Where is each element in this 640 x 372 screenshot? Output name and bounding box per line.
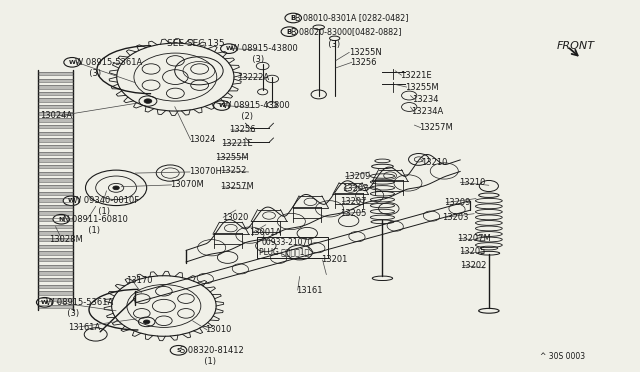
- Text: (3): (3): [62, 309, 79, 318]
- Circle shape: [221, 44, 237, 54]
- Circle shape: [36, 298, 53, 307]
- Circle shape: [281, 27, 298, 36]
- Text: 13020: 13020: [222, 213, 248, 222]
- Text: 13070M: 13070M: [170, 180, 204, 189]
- Text: S 08320-81412: S 08320-81412: [180, 346, 244, 355]
- Text: 13234A: 13234A: [411, 107, 444, 116]
- Text: 13001A: 13001A: [248, 228, 281, 237]
- Circle shape: [64, 58, 81, 67]
- Text: (1): (1): [83, 226, 100, 235]
- Text: W 08915-43800: W 08915-43800: [223, 101, 290, 110]
- Text: N: N: [59, 217, 64, 222]
- Text: 00933-21070: 00933-21070: [261, 238, 312, 247]
- Text: (3): (3): [323, 41, 340, 49]
- Text: B 08010-8301A [0282-0482]: B 08010-8301A [0282-0482]: [294, 13, 408, 22]
- Text: ^ 30S 0003: ^ 30S 0003: [540, 352, 585, 361]
- Text: 13207M: 13207M: [457, 234, 491, 243]
- Text: 13070H: 13070H: [189, 167, 222, 176]
- Text: 13201: 13201: [321, 255, 348, 264]
- Text: B 08020-83000[0482-0882]: B 08020-83000[0482-0882]: [291, 27, 402, 36]
- Text: W 08915-5361A: W 08915-5361A: [75, 58, 142, 67]
- Text: W: W: [225, 46, 232, 51]
- Text: W: W: [218, 103, 225, 108]
- Text: 13221E: 13221E: [399, 71, 431, 80]
- Text: 13205: 13205: [340, 209, 367, 218]
- Text: 13222A: 13222A: [237, 73, 269, 81]
- Text: 13205: 13205: [459, 247, 485, 256]
- Circle shape: [113, 186, 119, 190]
- Text: B: B: [291, 15, 296, 21]
- Circle shape: [285, 13, 301, 23]
- Text: 13255N: 13255N: [349, 48, 381, 57]
- Circle shape: [170, 346, 187, 355]
- Text: 13255M: 13255M: [404, 83, 438, 92]
- Text: W 08915-43800: W 08915-43800: [231, 44, 298, 53]
- Text: 13210: 13210: [420, 157, 447, 167]
- Text: 13257M: 13257M: [419, 123, 452, 132]
- Text: 13209: 13209: [344, 172, 371, 181]
- Text: B: B: [287, 29, 292, 35]
- Text: 13234: 13234: [412, 95, 439, 104]
- Text: W 09340-0010F: W 09340-0010F: [74, 196, 140, 205]
- Circle shape: [53, 214, 70, 224]
- Text: 13024: 13024: [189, 135, 216, 144]
- Text: (3): (3): [246, 55, 264, 64]
- Text: 13256: 13256: [230, 125, 256, 134]
- Text: W: W: [68, 198, 75, 203]
- Text: 13257M: 13257M: [220, 182, 253, 191]
- Text: W: W: [42, 300, 48, 305]
- Text: SEE SEC.135: SEE SEC.135: [167, 39, 225, 48]
- Text: 13221E: 13221E: [221, 139, 253, 148]
- Text: 13024A: 13024A: [40, 111, 72, 121]
- Text: 13256: 13256: [351, 58, 377, 67]
- Text: 13252: 13252: [220, 166, 246, 175]
- Text: W 08915-5361A: W 08915-5361A: [46, 298, 113, 307]
- Circle shape: [214, 101, 230, 110]
- Text: (2): (2): [236, 112, 253, 121]
- Text: 13203: 13203: [342, 185, 369, 193]
- Text: S: S: [176, 348, 181, 353]
- Circle shape: [143, 320, 150, 324]
- Text: 13203: 13203: [442, 213, 469, 222]
- Text: (1): (1): [199, 357, 216, 366]
- Text: 13210: 13210: [459, 178, 485, 187]
- Text: 13010: 13010: [205, 326, 232, 334]
- Text: (1): (1): [93, 207, 109, 217]
- Text: N 08911-60810: N 08911-60810: [63, 215, 128, 224]
- Text: FRONT: FRONT: [557, 41, 595, 51]
- Text: W: W: [68, 60, 76, 65]
- Text: (3): (3): [84, 69, 101, 78]
- Text: 13209: 13209: [444, 198, 470, 207]
- Text: 13207: 13207: [340, 197, 367, 206]
- Text: 13161A: 13161A: [68, 323, 100, 331]
- Circle shape: [144, 99, 152, 103]
- Text: 13028M: 13028M: [49, 235, 83, 244]
- Text: 13161: 13161: [296, 286, 323, 295]
- Text: 13202: 13202: [460, 261, 486, 270]
- Text: 13170: 13170: [125, 276, 152, 285]
- Text: 13255M: 13255M: [215, 153, 248, 162]
- Circle shape: [63, 196, 80, 206]
- Text: PLUG プラグ（1）: PLUG プラグ（1）: [259, 247, 310, 256]
